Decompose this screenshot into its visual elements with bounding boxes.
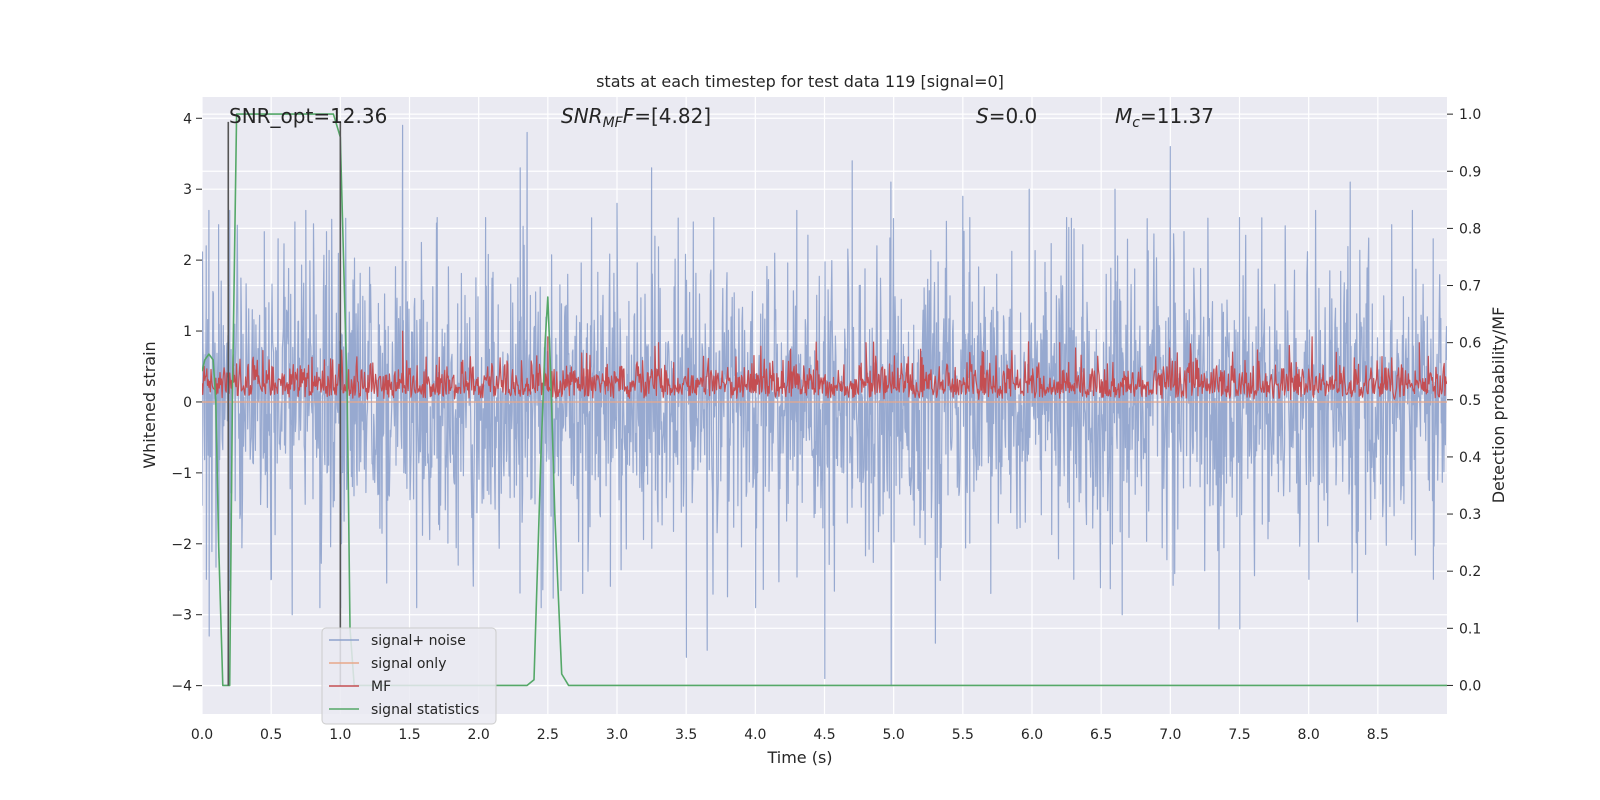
snr-mf-val: =[4.82]	[634, 104, 711, 128]
x-tick-label: 2.0	[468, 727, 490, 743]
y-axis-left: 4 3 2 1 0 −1 −2 −3 −4	[171, 111, 202, 695]
x-axis: 0.0 0.5 1.0 1.5 2.0 2.5 3.0 3.5 4.0 4.5 5.0 5.5 6.0 6…	[191, 727, 1389, 743]
y-tick-label: −2	[171, 537, 192, 553]
x-tick-label: 7.5	[1228, 727, 1250, 743]
y-tick-label: −1	[171, 466, 192, 482]
legend-label: signal statistics	[371, 702, 479, 718]
legend-label: MF	[371, 679, 391, 695]
x-tick-label: 4.5	[813, 727, 835, 743]
y2-tick-label: 0.0	[1459, 678, 1481, 694]
x-tick-label: 2.5	[537, 727, 559, 743]
y2-tick-label: 0.4	[1459, 450, 1481, 466]
y-axis-right: 1.0 0.9 0.8 0.7 0.6 0.5 0.4 0.3 0.2 0.1 0.0	[1447, 107, 1481, 694]
annotation-snr-opt: SNR_opt=12.36	[229, 104, 387, 128]
x-tick-label: 3.0	[606, 727, 628, 743]
y-tick-label: −3	[171, 608, 192, 624]
x-tick-label: 0.0	[191, 727, 213, 743]
legend-box	[321, 627, 497, 725]
y2-tick-label: 1.0	[1459, 107, 1481, 123]
y2-tick-label: 0.1	[1459, 621, 1481, 637]
x-tick-label: 8.0	[1298, 727, 1320, 743]
x-tick-label: 6.5	[1090, 727, 1112, 743]
x-tick-label: 5.5	[952, 727, 974, 743]
x-tick-label: 1.5	[398, 727, 420, 743]
y2-axis-label: Detection probability/MF	[1489, 307, 1508, 504]
y2-tick-label: 0.5	[1459, 393, 1481, 409]
snr-mf-f: F	[623, 104, 635, 128]
x-tick-label: 8.5	[1367, 727, 1389, 743]
legend: signal+ noise signal only MF signal statist…	[321, 627, 497, 725]
x-tick-label: 5.0	[883, 727, 905, 743]
y-tick-label: 0	[183, 395, 192, 411]
annotation-snr-mf: SNRMFF=[4.82]	[561, 104, 711, 131]
x-tick-label: 7.0	[1159, 727, 1181, 743]
snr-mf-var: SNR	[561, 104, 603, 128]
s-val: =0.0	[989, 104, 1038, 128]
snr-mf-sub: MF	[603, 115, 624, 131]
x-axis-label: Time (s)	[766, 748, 832, 767]
legend-label: signal only	[371, 656, 446, 672]
y-tick-label: 3	[183, 182, 192, 198]
y2-tick-label: 0.9	[1459, 164, 1481, 180]
y2-tick-label: 0.3	[1459, 507, 1481, 523]
chart-title: stats at each timestep for test data 119…	[596, 72, 1004, 91]
y-tick-label: −4	[171, 679, 192, 695]
vertical-markers	[227, 121, 342, 686]
x-tick-label: 0.5	[260, 727, 282, 743]
y-tick-label: 2	[183, 253, 192, 269]
x-tick-label: 1.0	[329, 727, 351, 743]
series-mf	[202, 330, 1447, 401]
y2-tick-label: 0.6	[1459, 336, 1481, 352]
y2-tick-label: 0.7	[1459, 279, 1481, 295]
mc-sub: c	[1132, 115, 1140, 131]
annotation-s: S=0.0	[976, 104, 1037, 128]
annotation-mc: Mc=11.37	[1115, 104, 1214, 131]
y-tick-label: 4	[183, 111, 192, 127]
x-tick-label: 6.0	[1021, 727, 1043, 743]
mc-var: M	[1115, 104, 1132, 128]
series-signal-noise	[202, 124, 1447, 687]
y2-tick-label: 0.8	[1459, 221, 1481, 237]
s-var: S	[976, 104, 989, 128]
legend-label: signal+ noise	[371, 633, 466, 649]
x-tick-label: 4.0	[744, 727, 766, 743]
y-tick-label: 1	[183, 324, 192, 340]
y-axis-label: Whitened strain	[140, 341, 159, 468]
y2-tick-label: 0.2	[1459, 564, 1481, 580]
x-tick-label: 3.5	[675, 727, 697, 743]
mc-val: =11.37	[1140, 104, 1214, 128]
